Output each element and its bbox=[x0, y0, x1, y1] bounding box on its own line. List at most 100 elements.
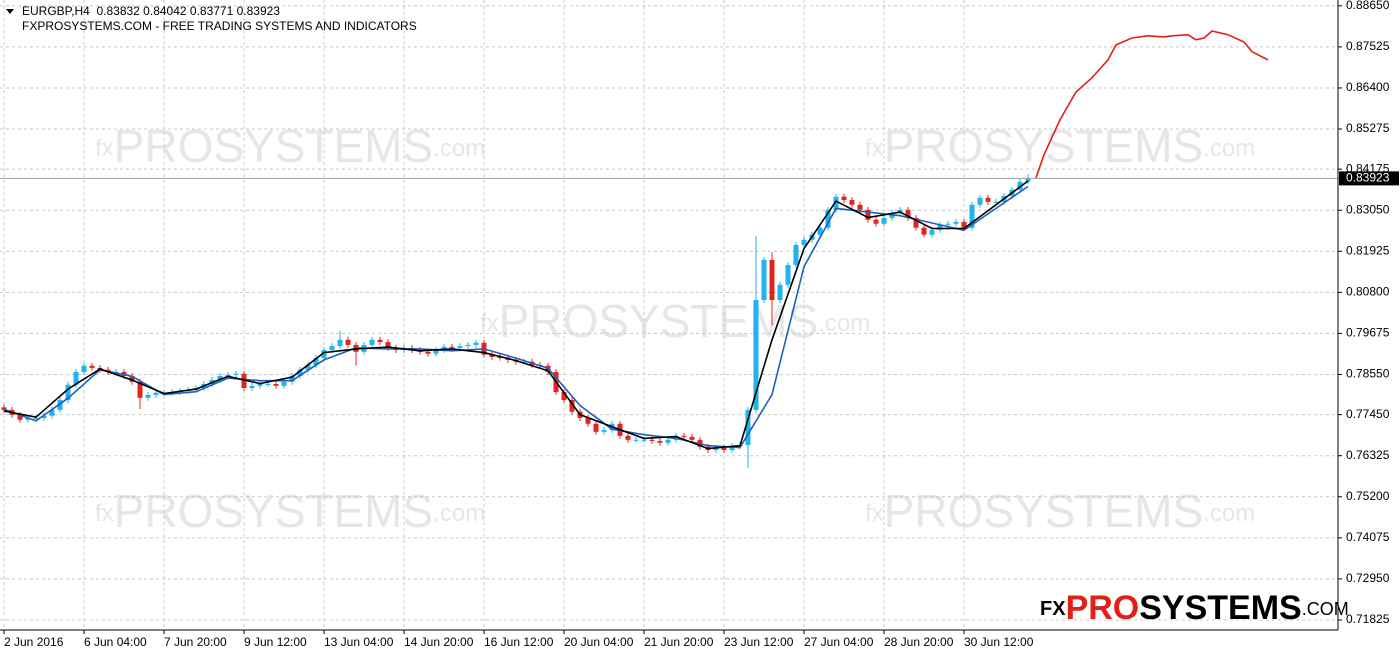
candle-body bbox=[489, 354, 495, 357]
watermark-main: PROSYSTEMS bbox=[884, 120, 1204, 172]
candle-body bbox=[425, 351, 431, 354]
x-tick-label: 21 Jun 20:00 bbox=[644, 635, 714, 649]
watermark-suffix: .com bbox=[818, 310, 870, 337]
candle-body bbox=[81, 365, 87, 372]
candle-body bbox=[785, 264, 791, 285]
candle-body bbox=[41, 415, 47, 418]
watermark: fxPROSYSTEMS.com bbox=[95, 120, 485, 172]
logo: FXPROSYSTEMS.COM bbox=[1040, 589, 1349, 627]
indicator-line bbox=[1035, 30, 1269, 179]
candle-body bbox=[497, 356, 503, 358]
candle-body bbox=[273, 383, 279, 386]
candle-body bbox=[657, 440, 663, 443]
watermark: fxPROSYSTEMS.com bbox=[865, 485, 1255, 537]
candle-body bbox=[73, 371, 79, 385]
x-tick-label: 6 Jun 04:00 bbox=[84, 635, 147, 649]
watermark: fxPROSYSTEMS.com bbox=[95, 485, 485, 537]
candle-body bbox=[625, 435, 631, 440]
candle-body bbox=[57, 400, 63, 410]
x-tick-label: 7 Jun 20:00 bbox=[164, 635, 227, 649]
candle-body bbox=[233, 373, 239, 375]
candle-body bbox=[1025, 178, 1031, 182]
candle-body bbox=[993, 201, 999, 203]
candle-body bbox=[385, 342, 391, 348]
y-tick-label: 0.74075 bbox=[1346, 530, 1390, 544]
watermark-prefix: fx bbox=[480, 310, 499, 337]
watermark-suffix: .com bbox=[433, 500, 485, 527]
y-tick-label: 0.78550 bbox=[1346, 367, 1390, 381]
candle-body bbox=[433, 350, 439, 354]
candle-body bbox=[1017, 181, 1023, 190]
x-tick-label: 9 Jun 12:00 bbox=[244, 635, 307, 649]
watermark-prefix: fx bbox=[865, 135, 884, 162]
candle-body bbox=[217, 375, 223, 380]
watermark-main: PROSYSTEMS bbox=[499, 295, 819, 347]
y-tick-label: 0.75200 bbox=[1346, 489, 1390, 503]
candle-body bbox=[777, 284, 783, 301]
candle-body bbox=[865, 209, 871, 220]
candle-body bbox=[377, 339, 383, 343]
x-tick-label: 13 Jun 04:00 bbox=[324, 635, 394, 649]
candle-body bbox=[905, 209, 911, 218]
candle-body bbox=[521, 361, 527, 363]
y-tick-label: 0.80800 bbox=[1346, 285, 1390, 299]
candle-body bbox=[913, 217, 919, 228]
candle-body bbox=[305, 365, 311, 370]
candle-body bbox=[841, 196, 847, 201]
y-tick-label: 0.81925 bbox=[1346, 243, 1390, 257]
y-tick-label: 0.87525 bbox=[1346, 39, 1390, 53]
candle-body bbox=[289, 375, 295, 382]
candle-body bbox=[649, 439, 655, 441]
y-tick-label: 0.77450 bbox=[1346, 407, 1390, 421]
candle-body bbox=[601, 429, 607, 432]
y-tick-label: 0.85275 bbox=[1346, 121, 1390, 135]
candle-body bbox=[25, 417, 31, 420]
candle-body bbox=[49, 409, 55, 416]
x-tick-label: 23 Jun 12:00 bbox=[724, 635, 794, 649]
candle-body bbox=[345, 339, 351, 345]
candle-body bbox=[369, 339, 375, 345]
candle-body bbox=[441, 346, 447, 351]
candle-body bbox=[65, 384, 71, 401]
y-tick-label: 0.72950 bbox=[1346, 571, 1390, 585]
candle-body bbox=[689, 436, 695, 440]
candle-body bbox=[137, 381, 143, 398]
watermark-suffix: .com bbox=[1203, 135, 1255, 162]
candle-body bbox=[321, 350, 327, 359]
candle-body bbox=[921, 227, 927, 235]
y-tick-label: 0.86400 bbox=[1346, 80, 1390, 94]
candle-body bbox=[849, 200, 855, 205]
indicator-line bbox=[3, 185, 1029, 449]
candle-body bbox=[857, 204, 863, 210]
price-label: 0.83923 bbox=[1346, 171, 1390, 185]
price-box bbox=[1339, 171, 1399, 186]
y-tick-label: 0.83050 bbox=[1346, 202, 1390, 216]
watermark-prefix: fx bbox=[95, 135, 114, 162]
x-tick-label: 14 Jun 20:00 bbox=[404, 635, 474, 649]
candle-body bbox=[665, 439, 671, 443]
candle-body bbox=[929, 229, 935, 235]
candle-body bbox=[313, 358, 319, 366]
candle-body bbox=[17, 415, 23, 420]
logo-main: SYSTEMS bbox=[1139, 589, 1301, 627]
watermark-prefix: fx bbox=[865, 500, 884, 527]
candle-body bbox=[585, 417, 591, 424]
y-tick-label: 0.88650 bbox=[1346, 0, 1390, 12]
candle-body bbox=[129, 375, 135, 382]
candle-body bbox=[337, 339, 343, 347]
x-tick-label: 20 Jun 04:00 bbox=[564, 635, 634, 649]
candle-body bbox=[145, 394, 151, 398]
watermark-suffix: .com bbox=[433, 135, 485, 162]
candle-body bbox=[961, 221, 967, 228]
y-tick-label: 0.71825 bbox=[1346, 612, 1390, 626]
candle-body bbox=[329, 346, 335, 351]
logo-prefix: FX bbox=[1040, 598, 1066, 620]
candle-body bbox=[681, 435, 687, 437]
candle-body bbox=[633, 439, 639, 441]
candle-body bbox=[817, 227, 823, 235]
candle-body bbox=[449, 346, 455, 348]
candle-body bbox=[225, 374, 231, 376]
menu-arrow[interactable] bbox=[6, 9, 14, 14]
